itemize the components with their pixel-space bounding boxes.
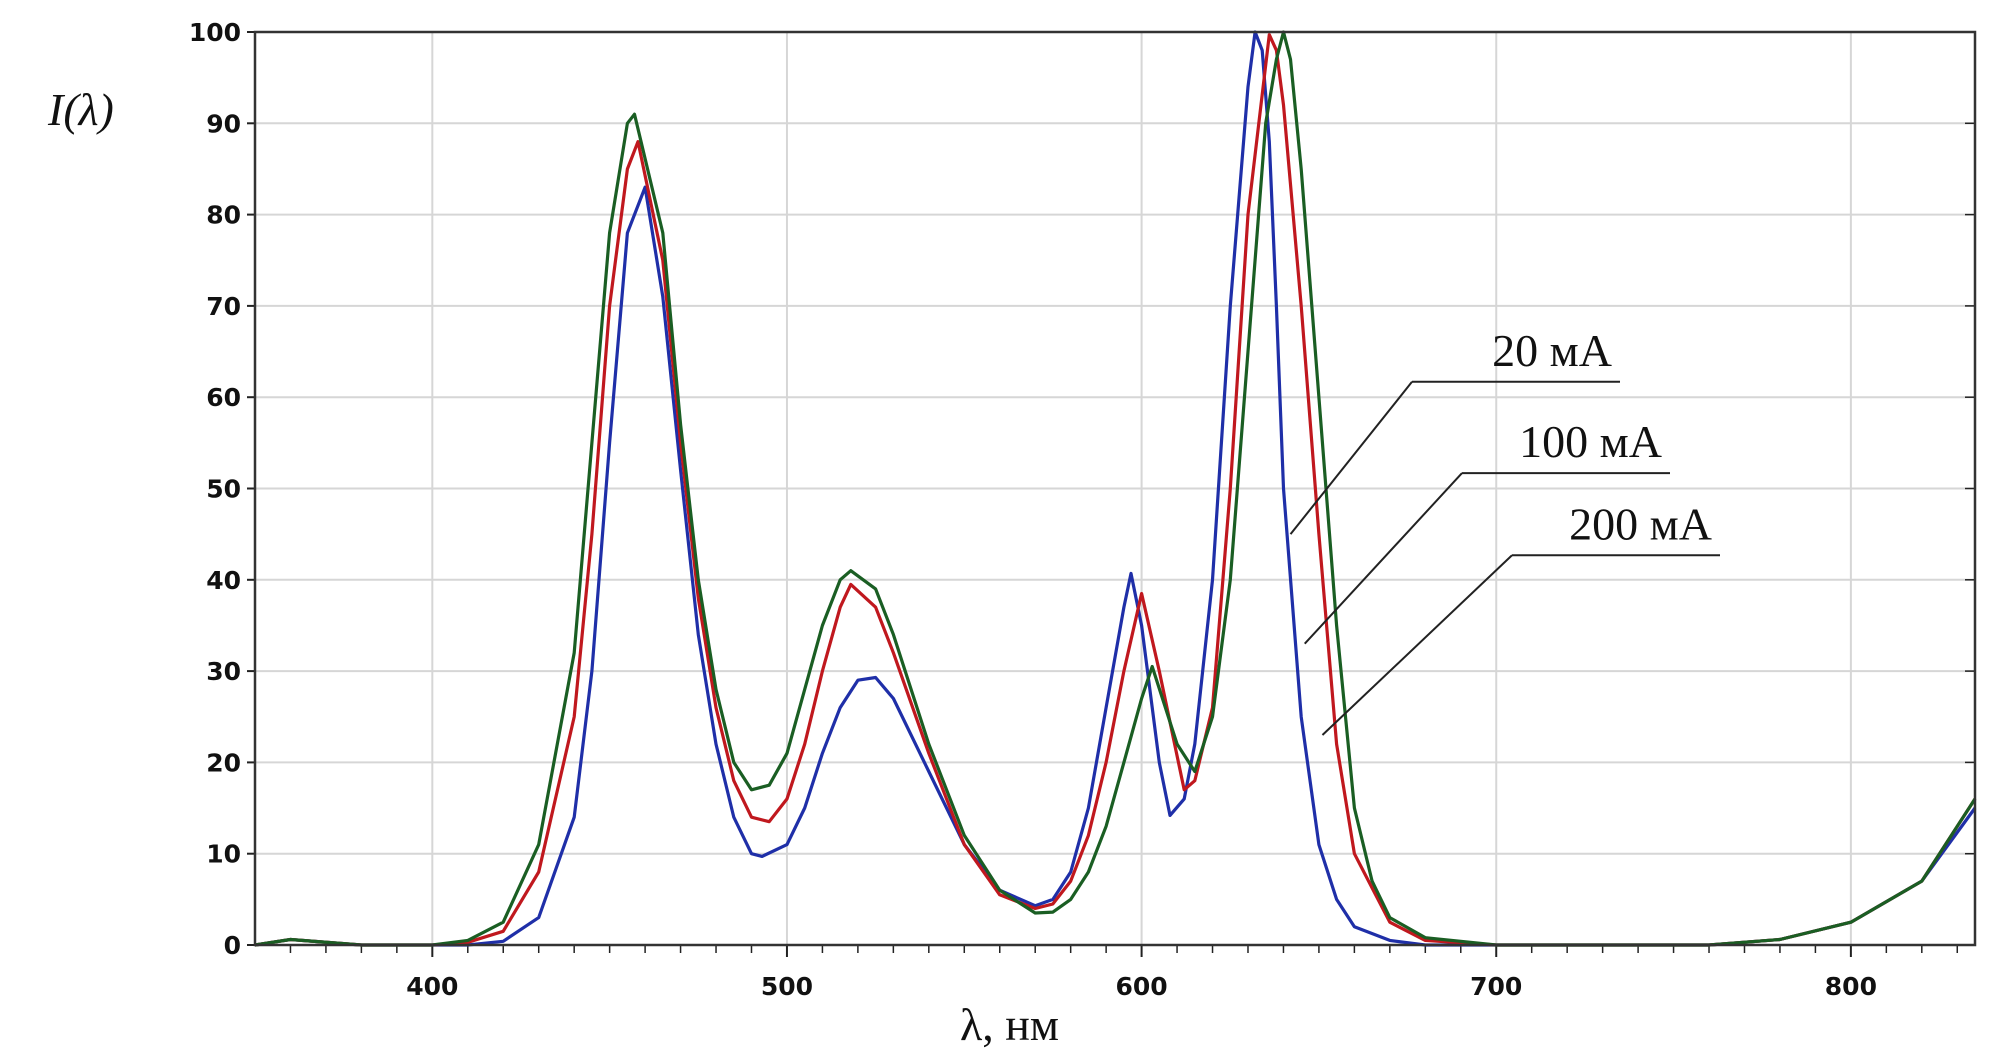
x-tick-label: 700	[1470, 972, 1522, 1001]
legend-label: 200 мА	[1569, 498, 1712, 549]
y-tick-label: 30	[206, 657, 241, 686]
x-tick-label: 500	[761, 972, 813, 1001]
y-tick-label: 40	[206, 566, 241, 595]
y-tick-label: 100	[189, 18, 241, 47]
y-tick-label: 70	[206, 292, 241, 321]
tick-labels: 400 500 600 700 800 0 10 20 30 40 50 60 70 80 90 100	[189, 18, 1877, 1001]
x-axis-title: λ, нм	[960, 999, 1059, 1050]
legend-label: 20 мА	[1492, 325, 1612, 376]
series-line-0	[254, 30, 1977, 947]
x-tick-label: 400	[406, 972, 458, 1001]
x-tick-label: 600	[1116, 972, 1168, 1001]
y-axis-title: I(λ)	[47, 84, 114, 135]
grid-lines	[255, 32, 1975, 945]
y-tick-label: 50	[206, 475, 241, 504]
y-tick-label: 80	[206, 201, 241, 230]
y-tick-label: 10	[206, 840, 241, 869]
y-tick-label: 20	[206, 748, 241, 777]
plot-frame	[253, 30, 1977, 947]
legend: 20 мА 100 мА 200 мА	[1289, 325, 1720, 736]
y-tick-label: 0	[224, 931, 241, 960]
legend-leader-line	[1321, 554, 1513, 736]
legend-label: 100 мА	[1519, 416, 1662, 467]
axis-ticks	[247, 31, 1975, 957]
series-line-2	[254, 30, 1977, 947]
series-lines	[254, 30, 1977, 947]
y-tick-label: 90	[206, 109, 241, 138]
x-tick-label: 800	[1825, 972, 1877, 1001]
y-tick-label: 60	[206, 383, 241, 412]
legend-leader-line	[1303, 472, 1463, 645]
legend-leader-line	[1289, 381, 1413, 535]
